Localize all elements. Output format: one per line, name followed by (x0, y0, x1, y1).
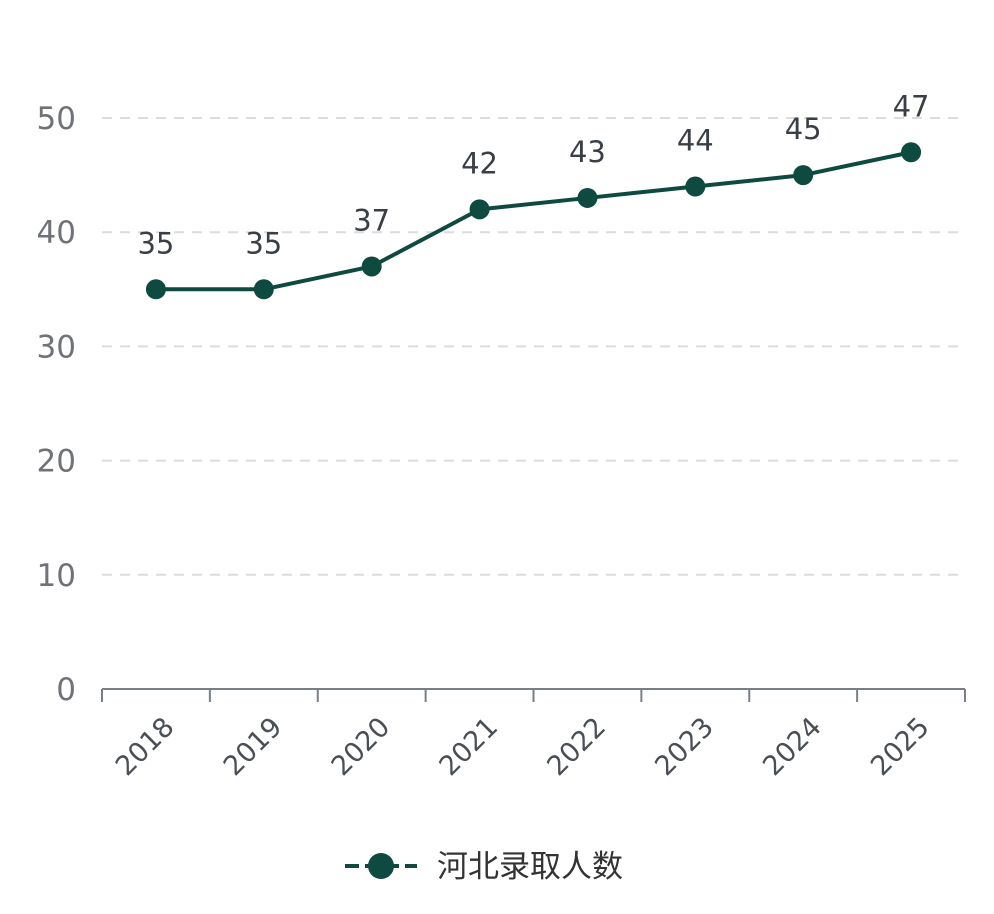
y-tick-label-40: 40 (37, 215, 76, 251)
y-tick-label-50: 50 (37, 101, 76, 137)
data-label-2024: 45 (785, 112, 822, 146)
data-point-2023 (685, 176, 706, 197)
data-label-2021: 42 (461, 146, 498, 180)
legend-swatch (345, 853, 417, 879)
x-tick-label-2025: 2025 (865, 712, 936, 783)
series-line (153, 150, 914, 292)
data-point-2024 (793, 165, 814, 186)
data-point-2020 (361, 256, 382, 277)
x-axis: 2018 2019 2020 2021 2022 2023 2024 2025 (101, 688, 966, 783)
x-tick-label-2024: 2024 (757, 712, 828, 783)
y-axis: 0 10 20 30 40 50 (37, 101, 76, 708)
x-tick-label-2020: 2020 (326, 712, 397, 783)
data-label-2020: 37 (353, 203, 390, 237)
data-label-2023: 44 (677, 124, 714, 158)
legend-label: 河北录取人数 (437, 849, 623, 885)
grid-lines (102, 117, 965, 576)
y-tick-label-10: 10 (37, 558, 76, 594)
y-tick-label-0: 0 (56, 672, 76, 708)
data-point-2019 (253, 279, 274, 300)
x-tick-label-2021: 2021 (434, 712, 505, 783)
y-tick-label-30: 30 (37, 329, 76, 365)
data-point-2022 (577, 187, 598, 208)
data-label-2018: 35 (137, 226, 174, 260)
data-point-2018 (145, 279, 166, 300)
x-tick-label-2019: 2019 (218, 712, 289, 783)
y-tick-label-20: 20 (37, 444, 76, 480)
legend[interactable]: 河北录取人数 (345, 849, 623, 885)
x-tick-label-2023: 2023 (649, 712, 720, 783)
x-tick-label-2018: 2018 (110, 712, 181, 783)
data-point-2021 (469, 199, 490, 220)
data-point-2025 (901, 142, 922, 163)
data-label-2022: 43 (569, 135, 606, 169)
data-label-2019: 35 (245, 226, 282, 260)
series-layer: 35 35 37 42 43 44 45 47 (137, 89, 930, 300)
legend-swatch-marker (368, 853, 394, 879)
x-tick-label-2022: 2022 (541, 712, 612, 783)
data-label-2025: 47 (893, 89, 930, 123)
